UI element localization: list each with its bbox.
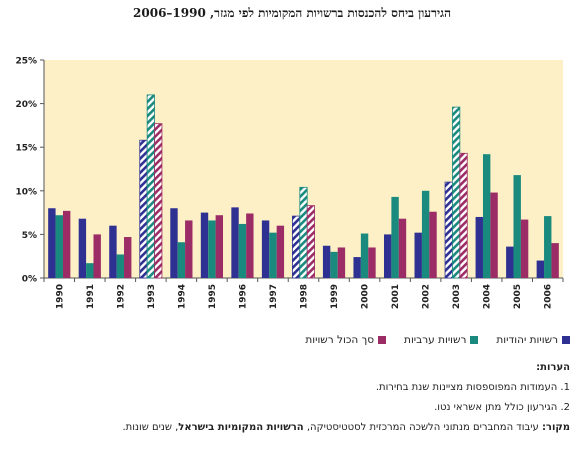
- x-tick-label: 1990: [55, 284, 65, 309]
- x-tick-label: 2006: [544, 284, 554, 309]
- y-tick-label: 5%: [22, 231, 37, 241]
- bar-jewish-2000: [353, 257, 360, 278]
- bar-arab-2001: [391, 197, 398, 278]
- bar-total-2001: [399, 219, 406, 278]
- y-tick-label: 25%: [15, 57, 37, 67]
- legend-label-jewish: רשויות יהודיות: [496, 334, 558, 346]
- bar-arab-1996: [239, 224, 246, 278]
- bar-jewish-1996: [231, 207, 238, 278]
- note-item-1: 1. העמודות המפוספסות מציינות שנת בחירות.: [10, 378, 570, 398]
- source-note: מקור: עיבוד המחברים מנתוני הלשכה המרכזית…: [0, 422, 570, 433]
- x-tick-label: 1997: [269, 284, 279, 309]
- x-tick-label: 2004: [483, 284, 493, 309]
- bar-jewish-2006: [537, 261, 544, 278]
- x-tick-label: 1992: [116, 284, 126, 309]
- x-tick-label: 1991: [86, 284, 96, 309]
- bar-arab-1994: [178, 242, 185, 278]
- x-tick-label: 1995: [208, 284, 218, 309]
- bar-jewish-1993: [140, 140, 147, 278]
- x-tick-label: 1996: [238, 284, 248, 309]
- bar-total-1993: [155, 124, 162, 278]
- bar-total-2000: [368, 247, 375, 278]
- bar-jewish-2002: [415, 233, 422, 278]
- bar-total-1991: [93, 234, 100, 278]
- bar-arab-2003: [452, 107, 459, 278]
- x-tick-label: 2000: [361, 284, 371, 309]
- y-tick-label: 20%: [15, 100, 37, 110]
- bar-total-1996: [246, 213, 253, 278]
- bar-arab-1990: [56, 215, 63, 278]
- legend-label-arab: רשויות ערביות: [404, 334, 466, 346]
- notes-heading: הערות:: [10, 358, 570, 378]
- bar-jewish-1991: [79, 219, 86, 278]
- x-tick-label: 1993: [147, 284, 157, 309]
- bar-arab-2004: [483, 154, 490, 278]
- bar-total-1990: [63, 211, 70, 278]
- bar-jewish-2004: [476, 217, 483, 278]
- bar-arab-1993: [147, 95, 154, 278]
- bar-arab-2002: [422, 191, 429, 278]
- bar-total-1992: [124, 237, 131, 278]
- bar-jewish-2001: [384, 234, 391, 278]
- legend-item-arab: רשויות ערביות: [404, 334, 478, 346]
- bar-jewish-1990: [48, 208, 55, 278]
- x-tick-label: 2003: [452, 284, 462, 309]
- bar-jewish-1999: [323, 246, 330, 278]
- legend-swatch-jewish: [562, 336, 570, 344]
- bar-jewish-1992: [109, 226, 116, 278]
- x-tick-label: 1999: [330, 284, 340, 309]
- y-tick-label: 0%: [22, 275, 37, 285]
- bar-total-2005: [521, 220, 528, 278]
- bar-total-2006: [551, 243, 558, 278]
- chart-legend: רשויות יהודיות רשויות ערביות סך הכול רשו…: [305, 334, 570, 346]
- legend-swatch-arab: [470, 336, 478, 344]
- bar-arab-2005: [514, 175, 521, 278]
- x-tick-label: 1994: [177, 284, 187, 309]
- x-tick-label: 2002: [422, 284, 432, 309]
- legend-label-total: סך הכול רשויות: [305, 334, 374, 346]
- legend-item-total: סך הכול רשויות: [305, 334, 386, 346]
- bar-total-1998: [307, 206, 314, 278]
- bar-total-1999: [338, 247, 345, 278]
- note-item-2: 2. הגירעון כולל מתן אשראי נטו.: [10, 398, 570, 418]
- bar-total-2003: [460, 153, 467, 278]
- bar-arab-1995: [208, 220, 215, 278]
- bar-jewish-1998: [292, 216, 299, 278]
- legend-swatch-total: [378, 336, 386, 344]
- bar-total-1997: [277, 226, 284, 278]
- bar-arab-1998: [300, 187, 307, 278]
- notes-section: הערות: 1. העמודות המפוספסות מציינות שנת …: [10, 358, 570, 418]
- y-tick-label: 10%: [15, 187, 37, 197]
- bar-chart: 0% 5% 10% 15% 20% 25% 1990 1991 1992 1993 1994 1995…: [0, 0, 584, 330]
- x-tick-label: 2005: [513, 284, 523, 309]
- bar-jewish-1995: [201, 213, 208, 278]
- bar-arab-1999: [330, 252, 337, 278]
- source-text-after: , שנים שונות.: [122, 422, 178, 433]
- bar-arab-2000: [361, 234, 368, 278]
- bar-total-2002: [429, 212, 436, 278]
- bar-arab-1991: [86, 263, 93, 278]
- bar-jewish-2003: [445, 182, 452, 278]
- source-text-before: עיבוד המחברים מנתוני הלשכה המרכזית לסטטי…: [304, 422, 542, 433]
- bar-jewish-2005: [506, 247, 513, 278]
- bar-arab-1997: [269, 233, 276, 278]
- bar-arab-1992: [117, 254, 124, 278]
- source-label: מקור:: [542, 422, 570, 433]
- bar-arab-2006: [544, 216, 551, 278]
- y-tick-label: 15%: [15, 144, 37, 154]
- bar-total-2004: [490, 193, 497, 278]
- bar-total-1995: [216, 215, 223, 278]
- x-tick-label: 2001: [391, 284, 401, 309]
- legend-item-jewish: רשויות יהודיות: [496, 334, 570, 346]
- bar-jewish-1997: [262, 220, 269, 278]
- x-tick-label: 1998: [300, 284, 310, 309]
- bar-jewish-1994: [170, 208, 177, 278]
- bar-total-1994: [185, 220, 192, 278]
- source-publication: הרשויות המקומיות בישראל: [178, 422, 303, 433]
